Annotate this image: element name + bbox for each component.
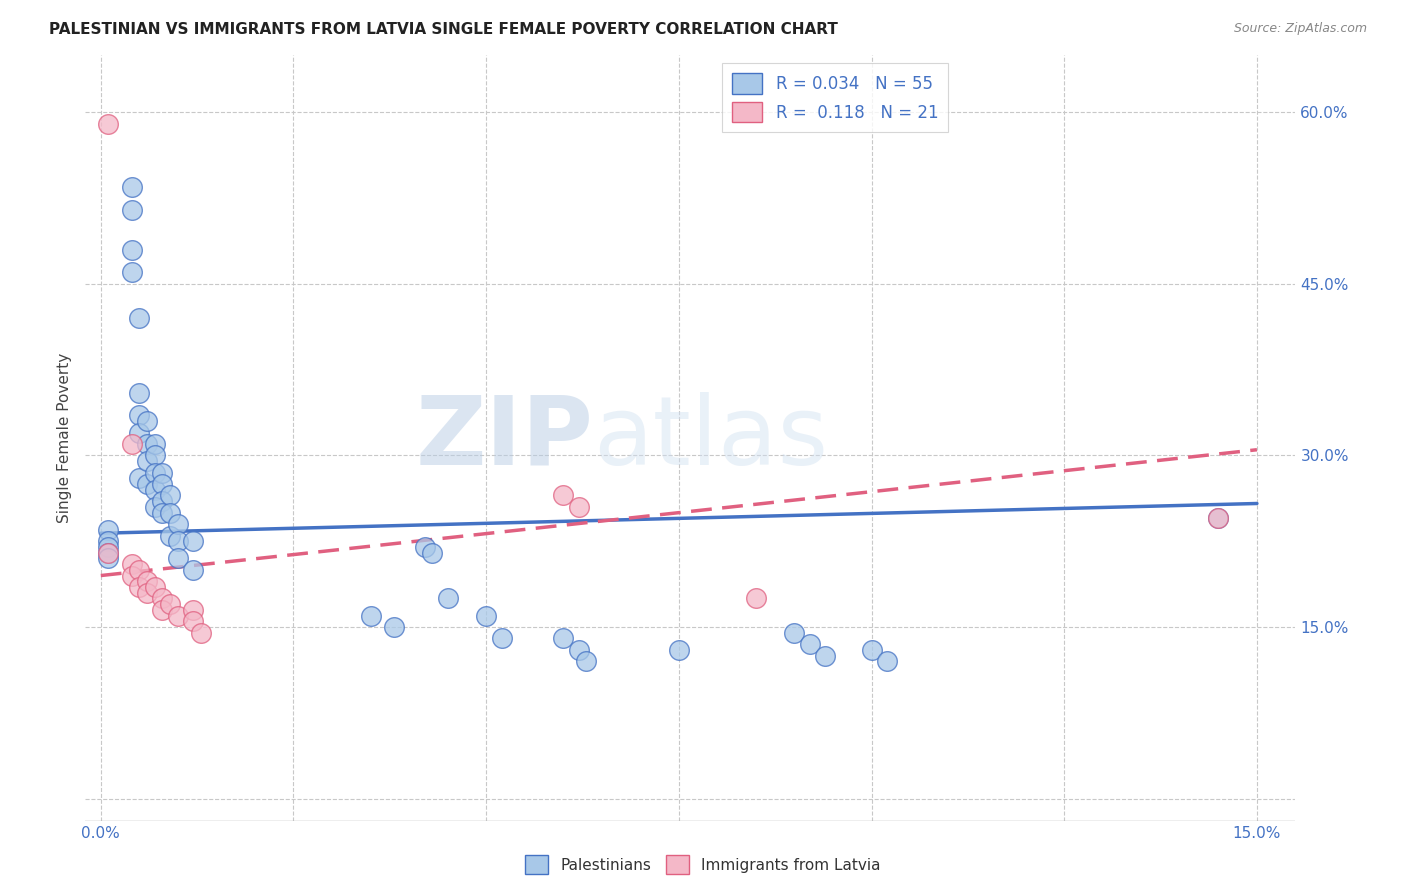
Point	[143, 466, 166, 480]
Point	[745, 591, 768, 606]
Point	[152, 591, 174, 606]
Point	[97, 117, 120, 131]
Point	[143, 500, 166, 514]
Point	[143, 437, 166, 451]
Point	[128, 385, 150, 400]
Point	[143, 449, 166, 463]
Legend: R = 0.034   N = 55, R =  0.118   N = 21: R = 0.034 N = 55, R = 0.118 N = 21	[723, 63, 948, 133]
Point	[128, 563, 150, 577]
Text: Source: ZipAtlas.com: Source: ZipAtlas.com	[1233, 22, 1367, 36]
Point	[152, 466, 174, 480]
Point	[152, 477, 174, 491]
Point	[143, 483, 166, 497]
Point	[491, 632, 513, 646]
Point	[136, 437, 159, 451]
Point	[97, 546, 120, 560]
Point	[159, 597, 181, 611]
Point	[167, 534, 190, 549]
Y-axis label: Single Female Poverty: Single Female Poverty	[58, 353, 72, 524]
Point	[783, 625, 806, 640]
Point	[136, 414, 159, 428]
Point	[128, 409, 150, 423]
Point	[121, 437, 143, 451]
Point	[97, 551, 120, 566]
Point	[360, 608, 382, 623]
Point	[876, 654, 898, 668]
Point	[152, 494, 174, 508]
Point	[121, 243, 143, 257]
Point	[553, 632, 575, 646]
Point	[152, 603, 174, 617]
Point	[436, 591, 458, 606]
Point	[159, 488, 181, 502]
Point	[136, 477, 159, 491]
Point	[568, 500, 591, 514]
Point	[181, 603, 204, 617]
Legend: Palestinians, Immigrants from Latvia: Palestinians, Immigrants from Latvia	[519, 849, 887, 880]
Point	[799, 637, 821, 651]
Point	[136, 574, 159, 589]
Point	[1208, 511, 1230, 525]
Point	[382, 620, 405, 634]
Point	[181, 563, 204, 577]
Point	[97, 523, 120, 537]
Point	[860, 643, 883, 657]
Point	[121, 568, 143, 582]
Point	[136, 454, 159, 468]
Point	[121, 265, 143, 279]
Point	[668, 643, 690, 657]
Point	[97, 546, 120, 560]
Point	[152, 506, 174, 520]
Point	[128, 580, 150, 594]
Point	[167, 517, 190, 532]
Point	[159, 528, 181, 542]
Point	[568, 643, 591, 657]
Point	[181, 534, 204, 549]
Point	[814, 648, 837, 663]
Point	[1208, 511, 1230, 525]
Point	[97, 534, 120, 549]
Point	[553, 488, 575, 502]
Point	[181, 615, 204, 629]
Point	[575, 654, 598, 668]
Point	[136, 585, 159, 599]
Point	[128, 311, 150, 326]
Point	[128, 425, 150, 440]
Text: PALESTINIAN VS IMMIGRANTS FROM LATVIA SINGLE FEMALE POVERTY CORRELATION CHART: PALESTINIAN VS IMMIGRANTS FROM LATVIA SI…	[49, 22, 838, 37]
Text: ZIP: ZIP	[416, 392, 593, 484]
Point	[167, 551, 190, 566]
Point	[128, 471, 150, 485]
Point	[413, 540, 436, 554]
Point	[420, 546, 443, 560]
Point	[159, 506, 181, 520]
Point	[121, 557, 143, 571]
Point	[475, 608, 498, 623]
Point	[121, 202, 143, 217]
Point	[167, 608, 190, 623]
Point	[97, 540, 120, 554]
Point	[190, 625, 212, 640]
Point	[121, 179, 143, 194]
Text: atlas: atlas	[593, 392, 828, 484]
Point	[143, 580, 166, 594]
